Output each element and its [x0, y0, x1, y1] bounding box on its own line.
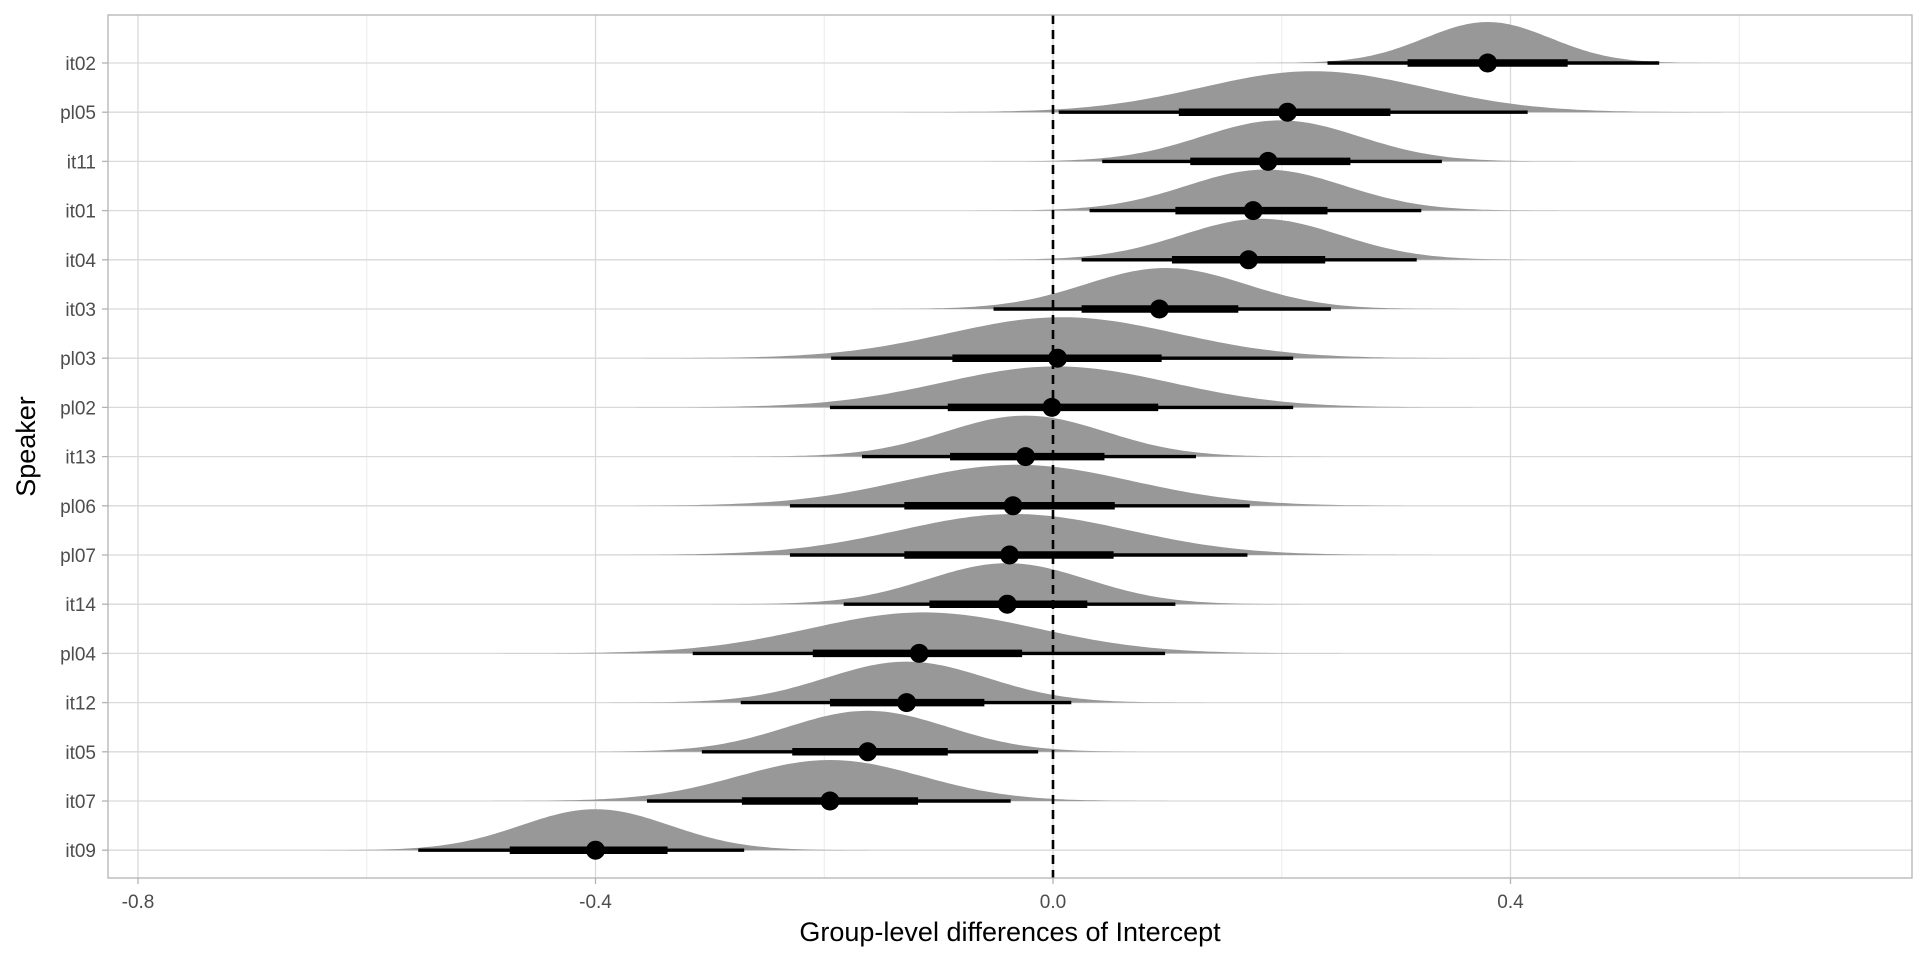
y-tick-label-pl05: pl05 [60, 103, 96, 124]
density-it09 [261, 809, 930, 851]
y-tick-label-pl04: pl04 [60, 644, 96, 665]
y-tick-label-pl03: pl03 [60, 349, 96, 370]
density-it12 [546, 661, 1267, 703]
density-it14 [647, 563, 1368, 605]
median-point-pl05 [1277, 102, 1297, 122]
density-it03 [799, 268, 1520, 309]
density-pl05 [772, 71, 1803, 113]
y-tick-label-pl02: pl02 [60, 398, 96, 419]
y-tick-label-it02: it02 [65, 54, 96, 75]
y-tick-label-pl07: pl07 [60, 546, 96, 567]
y-tick-label-it05: it05 [65, 743, 96, 764]
density-it04 [888, 218, 1609, 260]
median-point-it12 [897, 693, 917, 713]
y-tick-label-it14: it14 [65, 595, 96, 616]
x-tick-label: 0.0 [1040, 892, 1066, 913]
median-point-pl04 [909, 643, 929, 663]
density-it05 [507, 710, 1228, 752]
median-point-it05 [858, 742, 878, 762]
y-tick-label-pl06: pl06 [60, 497, 96, 518]
interval-layer [418, 53, 1660, 860]
median-point-pl07 [1000, 545, 1020, 565]
y-axis-title: Speaker [11, 396, 41, 497]
median-point-pl06 [1003, 496, 1023, 516]
density-it07 [418, 760, 1242, 801]
median-point-it07 [820, 791, 840, 811]
x-tick-label: 0.4 [1497, 892, 1524, 913]
x-axis-title: Group-level differences of Intercept [799, 917, 1221, 947]
y-tick-label-it12: it12 [65, 694, 96, 715]
median-point-it02 [1478, 53, 1498, 73]
density-pl06 [498, 464, 1528, 506]
median-point-it03 [1149, 299, 1169, 319]
median-point-it01 [1243, 201, 1263, 221]
median-point-it11 [1258, 151, 1278, 171]
axis-layer: -0.8 -0.4 0.0 0.4 it02 pl05 it11 it01 it04 it03 pl… [60, 54, 1524, 913]
y-tick-label-it01: it01 [65, 202, 96, 223]
median-point-it04 [1239, 250, 1259, 270]
density-it02 [1204, 22, 1771, 63]
y-tick-label-it09: it09 [65, 841, 96, 862]
median-point-pl03 [1048, 348, 1068, 368]
y-tick-label-it03: it03 [65, 300, 96, 321]
density-pl07 [494, 514, 1525, 555]
y-tick-label-it13: it13 [65, 448, 96, 469]
y-tick-label-it11: it11 [67, 152, 96, 173]
median-point-pl02 [1042, 397, 1062, 417]
density-it11 [907, 120, 1629, 162]
density-pl03 [542, 317, 1573, 359]
density-pl02 [537, 366, 1567, 408]
x-tick-label: -0.8 [122, 892, 155, 913]
density-it01 [892, 169, 1614, 211]
y-tick-label-it07: it07 [65, 792, 96, 813]
median-point-it14 [997, 594, 1017, 614]
density-layer [261, 22, 1803, 851]
panel-border [107, 14, 1913, 879]
y-tick-label-it04: it04 [65, 251, 96, 272]
median-point-it13 [1016, 447, 1036, 467]
median-point-it09 [586, 840, 605, 860]
density-it13 [665, 415, 1386, 457]
density-pl04 [404, 612, 1434, 654]
x-tick-label: -0.4 [579, 892, 612, 913]
